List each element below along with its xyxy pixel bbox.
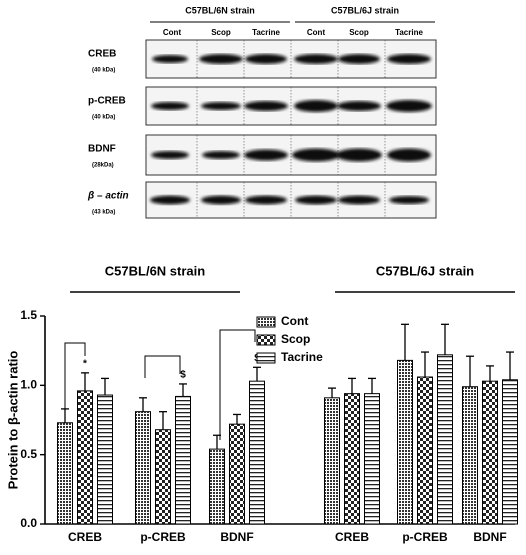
lane-label: Tacrine <box>395 28 423 37</box>
row-label: β – actin <box>87 191 129 202</box>
row-size: (40 kDa) <box>92 115 115 121</box>
y-tick-label: 0.0 <box>20 516 37 530</box>
legend-label: Cont <box>281 314 308 328</box>
legend-swatch <box>256 316 276 328</box>
bar <box>417 376 433 525</box>
blot-band <box>389 196 429 204</box>
blot-band <box>245 195 287 205</box>
bar <box>324 397 340 525</box>
blot-band <box>386 100 432 112</box>
bar <box>462 386 478 525</box>
blot-band <box>295 195 337 205</box>
significance-brackets <box>64 329 256 440</box>
group-label: C57BL/6J strain <box>376 263 474 278</box>
blot-band <box>336 148 382 162</box>
blot-band <box>151 151 189 159</box>
western-blot: C57BL/6N strain C57BL/6J strain Cont Scop Ta… <box>87 5 437 219</box>
x-tick-label: CREB <box>68 530 102 544</box>
x-tick-label: BDNF <box>220 530 253 544</box>
significance-label: * <box>83 358 87 369</box>
x-tick-label: BDNF <box>473 530 506 544</box>
lane-label: Scop <box>211 28 231 37</box>
y-tick-label: 1.0 <box>20 378 37 392</box>
bar-chart: Protein to β-actin ratio 0.0 0.5 1.0 1.5 C57B… <box>5 263 518 544</box>
x-tick-label: p-CREB <box>140 530 186 544</box>
bar <box>97 394 113 525</box>
bar <box>249 380 265 525</box>
blot-band <box>387 54 431 64</box>
blot-band <box>199 54 243 64</box>
bar <box>229 423 245 525</box>
blot-band <box>244 101 288 111</box>
group-label: C57BL/6N strain <box>105 263 205 278</box>
blot-band <box>201 195 241 205</box>
blot-band <box>151 102 189 110</box>
blot-band <box>292 148 340 162</box>
legend-swatch <box>256 334 276 346</box>
legend-label: Tacrine <box>281 350 323 364</box>
strain-label: C57BL/6N strain <box>185 5 255 15</box>
bar <box>77 390 93 525</box>
significance-label: $ <box>180 370 186 381</box>
blot-band <box>245 54 287 64</box>
blot-band <box>294 54 338 64</box>
legend-label: Scop <box>281 332 310 346</box>
row-label: BDNF <box>88 144 116 155</box>
x-tick-label: CREB <box>335 530 369 544</box>
y-tick-label: 1.5 <box>20 308 37 322</box>
blot-band <box>387 148 431 162</box>
bar <box>482 380 498 525</box>
row-size: (28kDa) <box>92 163 114 169</box>
y-axis-label: Protein to β-actin ratio <box>5 351 20 490</box>
lane-label: Cont <box>163 28 182 37</box>
blot-band <box>337 101 381 111</box>
blot-band <box>338 54 380 64</box>
blot-band <box>202 151 240 159</box>
bar <box>437 354 453 525</box>
row-label: p-CREB <box>88 96 126 107</box>
row-size: (40 kDa) <box>92 68 115 74</box>
blot-band <box>338 195 380 205</box>
row-size: (43 kDa) <box>92 210 115 216</box>
x-tick-label: p-CREB <box>402 530 448 544</box>
blot-band <box>294 100 338 112</box>
bar <box>175 395 191 525</box>
bar <box>502 379 518 525</box>
strain-label: C57BL/6J strain <box>331 5 399 15</box>
blot-band <box>201 102 241 110</box>
bar <box>57 422 73 525</box>
bar <box>135 411 151 525</box>
y-tick-label: 0.5 <box>20 447 37 461</box>
lane-label: Scop <box>349 28 369 37</box>
bar <box>397 359 413 525</box>
lane-label: Tacrine <box>252 28 280 37</box>
blot-band <box>150 195 190 205</box>
bar <box>209 448 225 525</box>
row-label: CREB <box>88 49 116 60</box>
blot-band <box>244 149 288 161</box>
legend-swatch <box>256 352 276 364</box>
bar <box>364 393 380 525</box>
bar <box>344 393 360 525</box>
lane-label: Cont <box>307 28 326 37</box>
bar <box>155 429 171 525</box>
blot-band <box>152 55 188 63</box>
